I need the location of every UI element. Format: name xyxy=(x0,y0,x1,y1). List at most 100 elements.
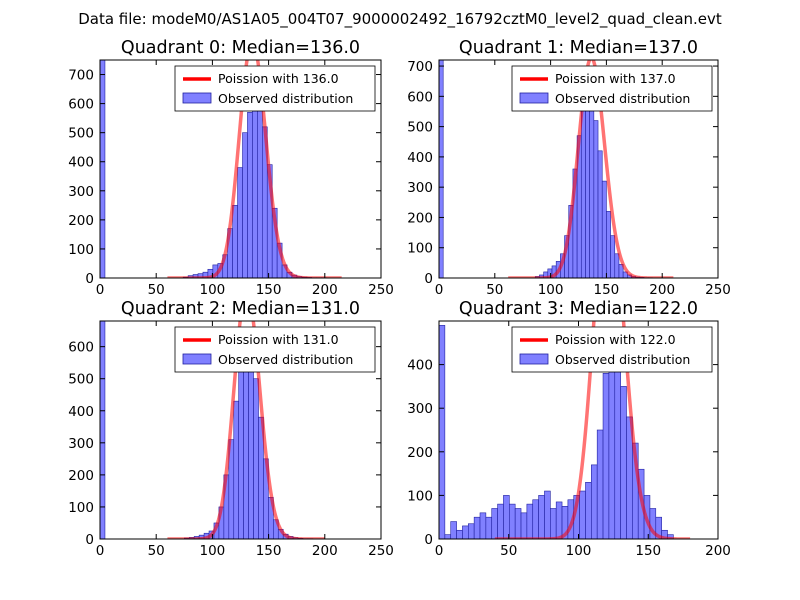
y-tick-label: 300 xyxy=(68,184,94,200)
x-tick-label: 200 xyxy=(705,543,731,559)
y-tick-label: 600 xyxy=(68,340,94,356)
histogram-bar xyxy=(253,378,259,539)
axes-frame xyxy=(438,59,719,279)
histogram-bar xyxy=(620,386,627,539)
histogram-bar xyxy=(491,508,498,539)
x-tick-label: 50 xyxy=(486,282,503,298)
axes-frame xyxy=(99,320,382,540)
histogram-bar xyxy=(242,132,248,278)
y-tick-label: 400 xyxy=(407,358,433,374)
legend-bar-swatch xyxy=(182,353,212,365)
legend-box xyxy=(174,65,376,112)
histogram-bar xyxy=(606,211,611,278)
x-tick-label: 200 xyxy=(312,282,338,298)
legend: Poission with 131.0 Observed distribution xyxy=(174,326,376,373)
histogram-bar xyxy=(456,529,463,539)
x-tick-label: 100 xyxy=(566,543,592,559)
histogram-bar xyxy=(479,512,487,539)
histogram-bar xyxy=(485,516,493,539)
legend-label-poisson: Poission with 122.0 xyxy=(555,332,676,347)
legend-label-poisson: Poission with 131.0 xyxy=(218,332,339,347)
y-tick-label: 0 xyxy=(85,271,94,287)
y-tick-label: 700 xyxy=(68,68,94,84)
histogram-bar xyxy=(467,523,475,539)
legend-bar-swatch xyxy=(182,92,212,104)
x-tick-label: 150 xyxy=(256,543,282,559)
x-tick-label: 0 xyxy=(435,282,444,298)
x-tick-label: 0 xyxy=(96,282,105,298)
y-tick-label: 600 xyxy=(407,89,433,105)
histogram-bar xyxy=(514,508,522,539)
histogram-bar xyxy=(497,503,504,539)
histogram-bar xyxy=(257,109,263,278)
legend-bar-swatch xyxy=(519,92,549,104)
histogram-bar xyxy=(610,235,616,278)
histogram-bar xyxy=(503,495,510,539)
y-tick-label: 0 xyxy=(424,532,433,548)
histogram-bar xyxy=(462,525,469,539)
y-tick-label: 400 xyxy=(68,155,94,171)
x-tick-label: 50 xyxy=(148,282,165,298)
histogram-bar xyxy=(439,60,444,278)
histogram-bar xyxy=(614,253,620,278)
x-tick-label: 50 xyxy=(500,543,517,559)
legend-box xyxy=(511,65,713,112)
histogram-bar xyxy=(585,482,592,539)
histogram-bar xyxy=(238,355,244,539)
y-tick-label: 200 xyxy=(407,445,433,461)
x-tick-label: 200 xyxy=(649,282,675,298)
histogram-bar xyxy=(589,108,595,278)
legend-label-poisson: Poission with 137.0 xyxy=(555,71,676,86)
legend-label-observed: Observed distribution xyxy=(555,91,690,106)
histogram-bar xyxy=(450,521,457,539)
y-tick-label: 600 xyxy=(68,97,94,113)
chart-title: Quadrant 0: Median=136.0 xyxy=(121,38,360,58)
y-tick-label: 300 xyxy=(407,401,433,417)
y-tick-label: 100 xyxy=(68,500,94,516)
x-tick-label: 50 xyxy=(148,543,165,559)
histogram-bar xyxy=(237,167,243,278)
histogram-bar xyxy=(538,495,545,539)
y-tick-label: 300 xyxy=(407,180,433,196)
subplot-grid: Quadrant 0: Median=136.0 0 50 100 150 200 250 0… xyxy=(68,38,731,559)
legend: Poission with 136.0 Observed distribution xyxy=(174,65,376,112)
x-tick-label: 150 xyxy=(635,543,661,559)
histogram-bar xyxy=(593,120,599,278)
legend: Poission with 137.0 Observed distribution xyxy=(511,65,713,112)
histogram-bar xyxy=(655,516,662,539)
x-tick-label: 100 xyxy=(200,543,226,559)
legend-bar-swatch xyxy=(519,353,549,365)
x-tick-label: 0 xyxy=(435,543,444,559)
histogram-bar xyxy=(618,264,624,278)
histogram-bar xyxy=(252,106,258,278)
x-tick-label: 100 xyxy=(200,282,226,298)
histogram-bar xyxy=(601,180,607,278)
chart-panel-2: Quadrant 2: Median=131.0 0 50 100 150 200 250 0… xyxy=(68,299,394,559)
chart-title: Quadrant 3: Median=122.0 xyxy=(459,299,698,319)
histogram-bar xyxy=(555,501,563,539)
x-tick-label: 250 xyxy=(368,282,394,298)
histogram-bar xyxy=(509,503,516,539)
legend-box xyxy=(174,326,376,373)
histogram-bar xyxy=(439,325,446,539)
x-tick-label: 250 xyxy=(705,282,731,298)
chart-title: Quadrant 1: Median=137.0 xyxy=(459,38,698,58)
histogram-bar xyxy=(520,512,528,539)
histogram-bar xyxy=(544,490,551,539)
histogram-bar xyxy=(579,490,586,539)
legend: Poission with 122.0 Observed distribution xyxy=(511,326,713,373)
histogram-bar xyxy=(596,429,604,539)
legend-label-observed: Observed distribution xyxy=(218,91,353,106)
y-tick-label: 100 xyxy=(407,241,433,257)
y-tick-label: 200 xyxy=(68,213,94,229)
chart-title: Quadrant 2: Median=131.0 xyxy=(121,299,360,319)
histogram-bar xyxy=(591,464,598,539)
y-tick-label: 400 xyxy=(407,150,433,166)
histogram-bar xyxy=(614,355,621,539)
histogram-bar xyxy=(233,400,240,539)
y-tick-label: 200 xyxy=(68,468,94,484)
y-tick-label: 100 xyxy=(407,488,433,504)
x-tick-label: 150 xyxy=(594,282,620,298)
plot-area xyxy=(439,60,675,278)
